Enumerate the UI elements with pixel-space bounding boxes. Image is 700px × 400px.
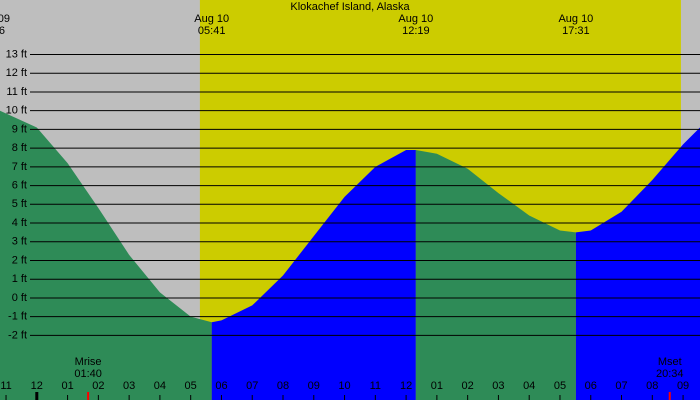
y-tick-label: 5 ft xyxy=(12,198,27,210)
y-tick-label: 9 ft xyxy=(12,123,27,135)
extreme-time: 12:19 xyxy=(402,25,430,37)
x-tick-label: 06 xyxy=(585,380,597,392)
y-tick-label: 8 ft xyxy=(12,142,27,154)
moon-label: Mrise xyxy=(75,356,102,368)
rising-tide xyxy=(211,150,416,400)
x-tick-label: 12 xyxy=(400,380,412,392)
y-tick-label: -1 ft xyxy=(8,311,27,323)
x-tick-label: 11 xyxy=(370,380,381,392)
falling-tide xyxy=(0,110,212,400)
x-tick-label: 07 xyxy=(246,380,258,392)
extreme-date: Aug 10 xyxy=(398,13,433,25)
tide-areas xyxy=(0,110,700,400)
chart-title: Klokachef Island, Alaska xyxy=(290,1,410,13)
x-tick-label: 10 xyxy=(338,380,350,392)
x-tick-label: 06 xyxy=(215,380,227,392)
extreme-date: Aug 10 xyxy=(194,13,229,25)
x-tick-label: 02 xyxy=(92,380,104,392)
y-tick-label: 12 ft xyxy=(6,67,27,79)
falling-tide xyxy=(415,150,576,400)
x-tick-label: 09 xyxy=(308,380,320,392)
x-tick-label: 03 xyxy=(123,380,135,392)
grid xyxy=(5,53,700,400)
y-tick-label: 3 ft xyxy=(12,236,27,248)
extreme-date: Aug 10 xyxy=(558,13,593,25)
x-tick-label: 08 xyxy=(646,380,658,392)
rising-tide xyxy=(575,127,700,400)
edge-date: 09 xyxy=(0,13,10,25)
y-tick-label: 6 ft xyxy=(12,179,27,191)
extreme-time: 17:31 xyxy=(562,25,590,37)
x-tick-label: 11 xyxy=(0,380,11,392)
y-tick-label: 13 ft xyxy=(6,48,27,60)
y-tick-label: -2 ft xyxy=(8,329,27,341)
edge-time: 6 xyxy=(0,25,5,37)
y-tick-label: 10 ft xyxy=(6,105,27,117)
x-tick-label: 03 xyxy=(492,380,504,392)
x-tick-label: 05 xyxy=(185,380,197,392)
moon-time: 20:34 xyxy=(656,368,684,380)
x-tick-label: 07 xyxy=(615,380,627,392)
y-tick-label: 11 ft xyxy=(6,86,27,98)
x-tick-label: 01 xyxy=(431,380,443,392)
x-tick-label: 04 xyxy=(154,380,166,392)
y-tick-label: 2 ft xyxy=(12,254,27,266)
y-tick-label: 1 ft xyxy=(12,273,27,285)
x-tick-label: 04 xyxy=(523,380,535,392)
x-tick-label: 05 xyxy=(554,380,566,392)
x-tick-label: 01 xyxy=(61,380,73,392)
labels: Klokachef Island, Alaska 09 6 -2 ft -1 ft… xyxy=(0,1,689,392)
x-tick-label: 08 xyxy=(277,380,289,392)
x-tick-label: 12 xyxy=(31,380,43,392)
moon-time: 01:40 xyxy=(74,368,102,380)
y-tick-label: 7 ft xyxy=(12,161,27,173)
y-tick-label: 4 ft xyxy=(12,217,27,229)
x-tick-label: 09 xyxy=(677,380,689,392)
y-tick-label: 0 ft xyxy=(12,292,27,304)
moon-label: Mset xyxy=(658,356,682,368)
x-tick-label: 02 xyxy=(462,380,474,392)
extreme-time: 05:41 xyxy=(198,25,226,37)
